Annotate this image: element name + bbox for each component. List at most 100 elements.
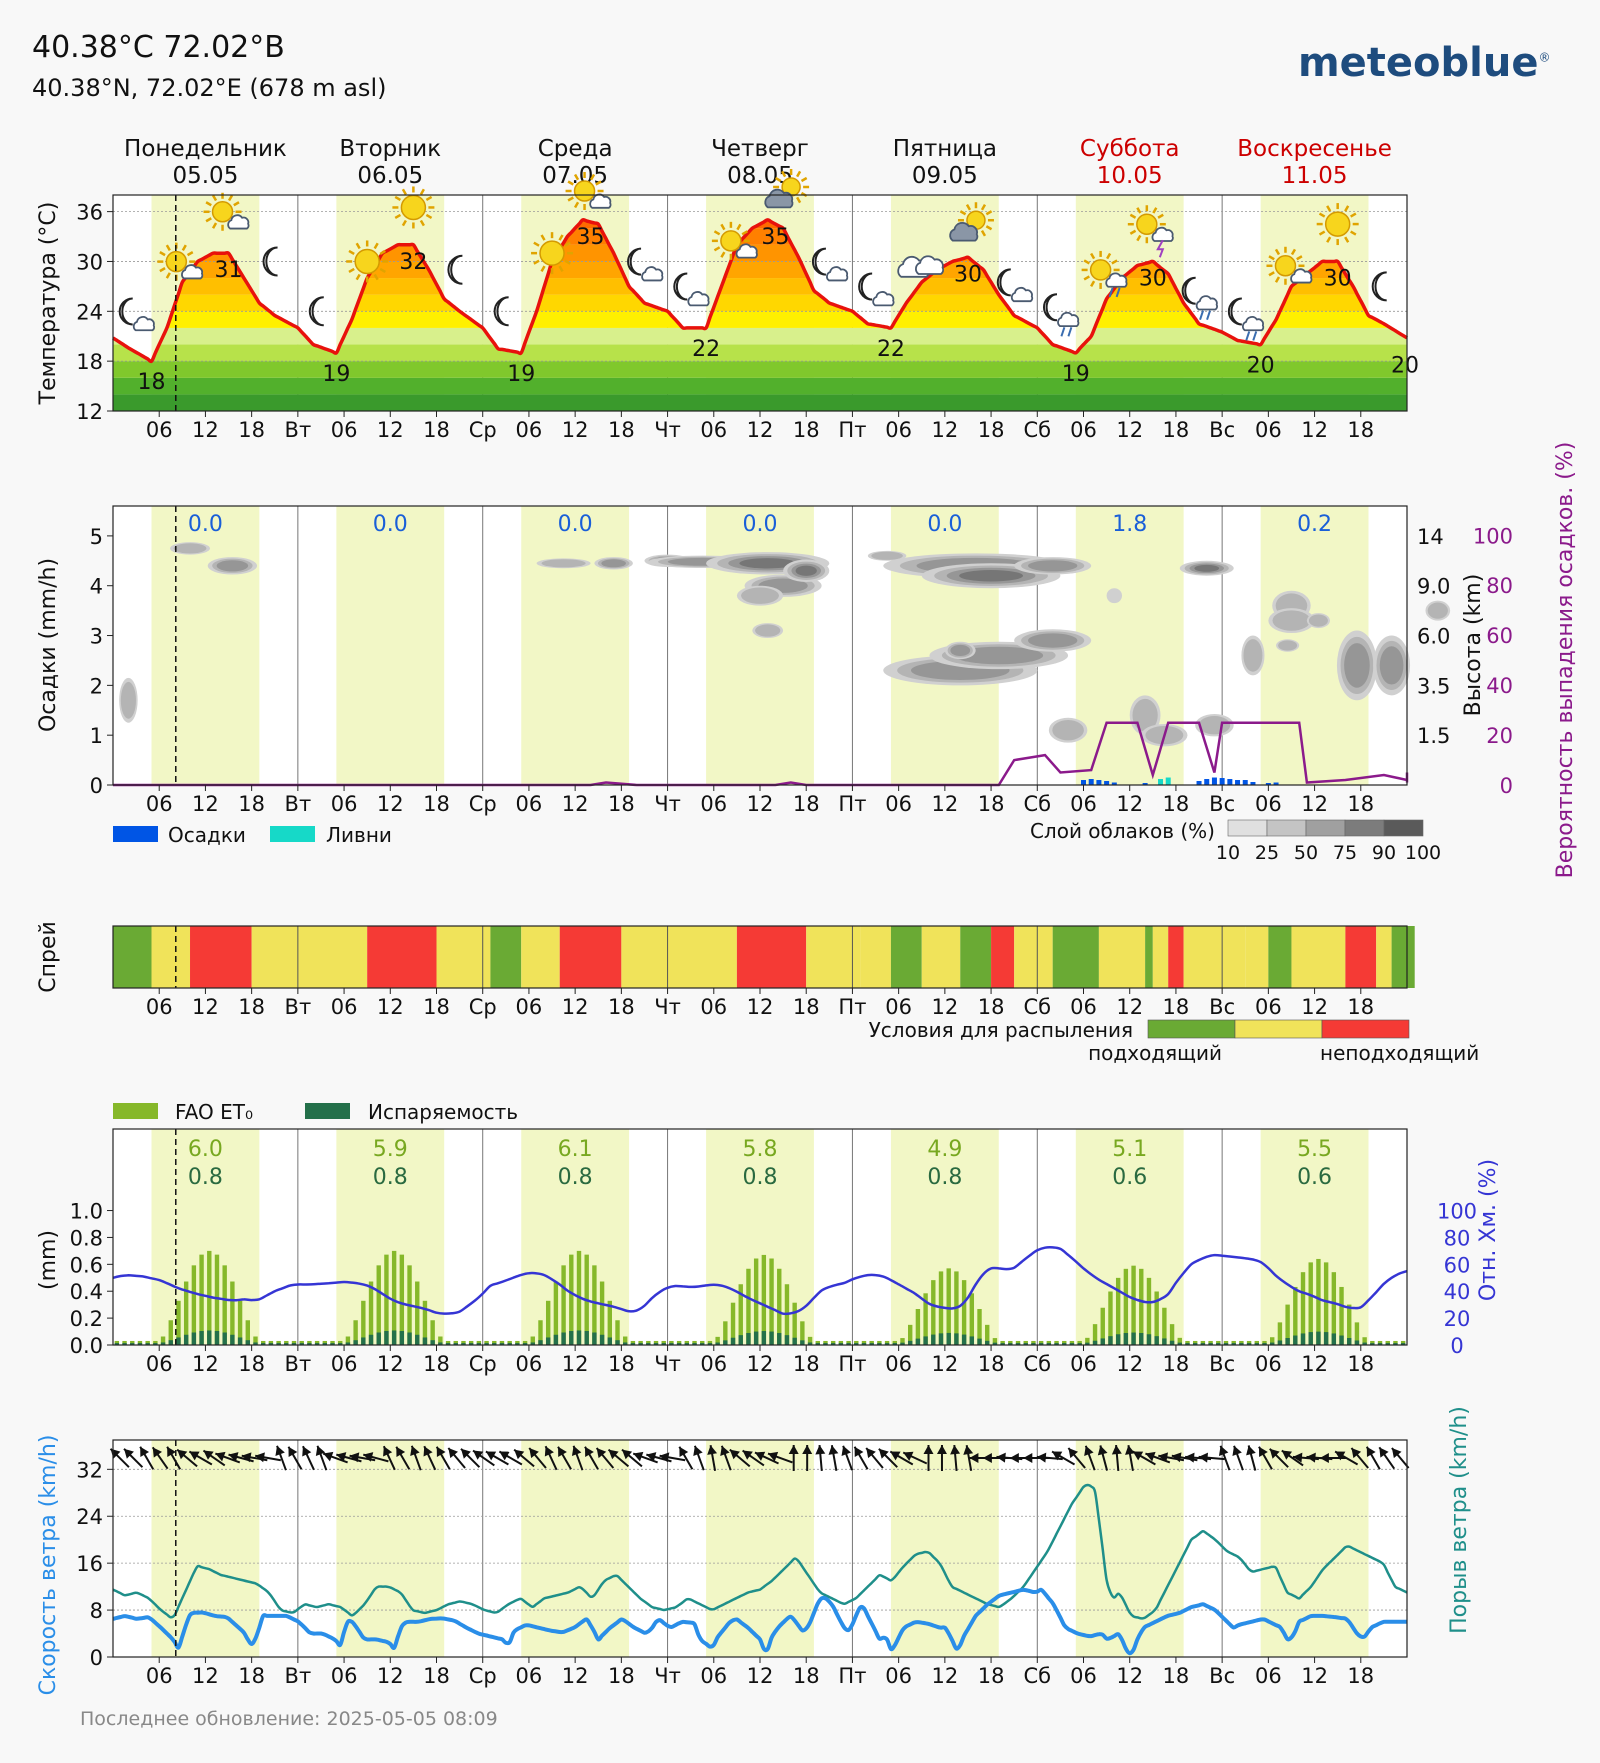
evaporation-bar <box>1038 1343 1044 1345</box>
wind-arrow <box>395 1446 411 1470</box>
x-tick-label: 18 <box>608 418 635 442</box>
temp-band <box>113 377 1407 395</box>
wind-arrow-head <box>241 1452 252 1463</box>
y-tick-label: 24 <box>76 1505 103 1529</box>
x-tick-label: Пт <box>838 792 866 816</box>
et0-bar <box>391 1250 397 1345</box>
et0-bar <box>630 1340 636 1345</box>
evaporation-bar <box>784 1335 790 1345</box>
wind-arrow <box>1334 1450 1359 1466</box>
y-tick-label: 18 <box>76 350 103 374</box>
et0-bar <box>1008 1340 1013 1345</box>
et0-bar <box>1062 1340 1067 1345</box>
sun-ray <box>1268 255 1275 261</box>
cloud-shape <box>1290 268 1313 284</box>
sun-ray <box>211 194 218 202</box>
x-tick-label: 06 <box>700 1352 727 1376</box>
et0-bar <box>1192 1340 1198 1345</box>
daily-et0-total: 4.9 <box>927 1137 962 1162</box>
wind-arrow-head <box>802 1445 813 1454</box>
et0-bar <box>507 1340 512 1345</box>
wind-arrow <box>1378 1446 1396 1470</box>
spray-segment <box>297 926 368 988</box>
evaporation-bar <box>769 1331 774 1345</box>
sun-ray <box>205 201 212 207</box>
et0-bar <box>1000 1340 1005 1345</box>
meteoblue-logo[interactable]: meteoblue® <box>1298 40 1551 86</box>
wind-arrow-head <box>815 1445 826 1455</box>
x-tick-label: Вс <box>1209 1352 1235 1376</box>
evaporation-bar <box>761 1331 767 1345</box>
y-tick-label: 0.6 <box>70 1253 103 1277</box>
evaporation-bar <box>969 1336 975 1345</box>
wind-arrow-head <box>1218 1445 1229 1456</box>
moon-cloud-icon <box>811 247 849 282</box>
et0-bar <box>1370 1340 1375 1345</box>
y-tick-label: 1.0 <box>70 1200 103 1224</box>
sun-ray <box>1344 236 1350 243</box>
cloud-legend-swatch <box>1266 819 1307 837</box>
wind-arrow-head <box>1084 1445 1094 1456</box>
et0-bar <box>1131 1265 1136 1345</box>
sun-ray <box>181 244 187 251</box>
x-tick-label: Сб <box>1023 1352 1051 1376</box>
evaporation-bar <box>1331 1333 1337 1345</box>
sun-ray <box>373 242 379 250</box>
et0-bar <box>569 1254 574 1345</box>
evaporation-bar <box>723 1340 728 1345</box>
et0-bar <box>1316 1258 1321 1345</box>
spray-axis-title: Спрей <box>36 921 61 993</box>
sun-ray <box>165 244 171 251</box>
wind-arrow-head <box>866 1448 876 1459</box>
wind-arrow-head <box>596 1448 607 1459</box>
evaporation-bar <box>1277 1340 1283 1345</box>
spray-segment <box>890 926 922 988</box>
et0-bar <box>1285 1304 1290 1345</box>
sun-ray <box>1090 252 1096 260</box>
wind-arrow <box>1036 1452 1063 1463</box>
et0-bar <box>1015 1340 1021 1345</box>
cloud-blob <box>1028 633 1078 648</box>
et0-bar <box>253 1336 258 1345</box>
cloud-blob <box>1198 716 1231 735</box>
wind-arrow <box>729 1448 751 1468</box>
moon-shape <box>118 297 133 326</box>
evaporation-bar <box>1216 1343 1221 1345</box>
spray-segment <box>921 926 961 988</box>
sun-ray <box>1106 252 1112 260</box>
evaporation-bar <box>700 1343 705 1345</box>
wind-arrow <box>485 1450 509 1466</box>
evaporation-bar <box>1223 1343 1229 1345</box>
x-tick-label: 06 <box>1255 1664 1282 1688</box>
sun-cloud-icon <box>1266 246 1313 285</box>
x-tick-label: 12 <box>931 995 958 1019</box>
daylight-band <box>151 1440 260 1657</box>
wind-arrow-head <box>1111 1445 1122 1455</box>
evaporation-bar <box>199 1331 204 1345</box>
evap-legend-label: Испаряемость <box>368 1100 518 1124</box>
wind-arrow-head <box>742 1450 753 1460</box>
day-date: 05.05 <box>172 163 238 189</box>
wind-arrow-head <box>1258 1446 1268 1458</box>
spray-segment <box>1014 926 1053 988</box>
precip-axis-title: Осадки (mm/h) <box>36 558 61 732</box>
et0-bar <box>723 1321 728 1345</box>
et0-bar <box>1108 1291 1113 1345</box>
x-tick-label: 18 <box>978 995 1005 1019</box>
wind-arrow <box>865 1447 884 1469</box>
et0-bar <box>268 1340 274 1345</box>
et0-bar <box>353 1320 358 1345</box>
evaporation-panel: 6.0 5.9 6.1 5.8 4.9 5.1 5.5 0.8 0.8 0.8 0.8 0.8 0.6 0… <box>70 1128 1477 1376</box>
sun-ray <box>401 188 407 196</box>
evaporation-bar <box>892 1343 897 1345</box>
evaporation-bar <box>415 1334 420 1345</box>
wind-arrow-head <box>754 1451 766 1461</box>
evaporation-bar <box>1015 1343 1021 1345</box>
et0-bar <box>468 1340 474 1345</box>
cloud-shape <box>915 255 945 275</box>
wind-arrow <box>936 1445 947 1471</box>
x-tick-label: 06 <box>146 995 173 1019</box>
y-tick-label: 12 <box>76 400 103 424</box>
temperature-axis-title: Температура (°C) <box>36 202 61 406</box>
min-temp-label: 22 <box>692 337 720 362</box>
